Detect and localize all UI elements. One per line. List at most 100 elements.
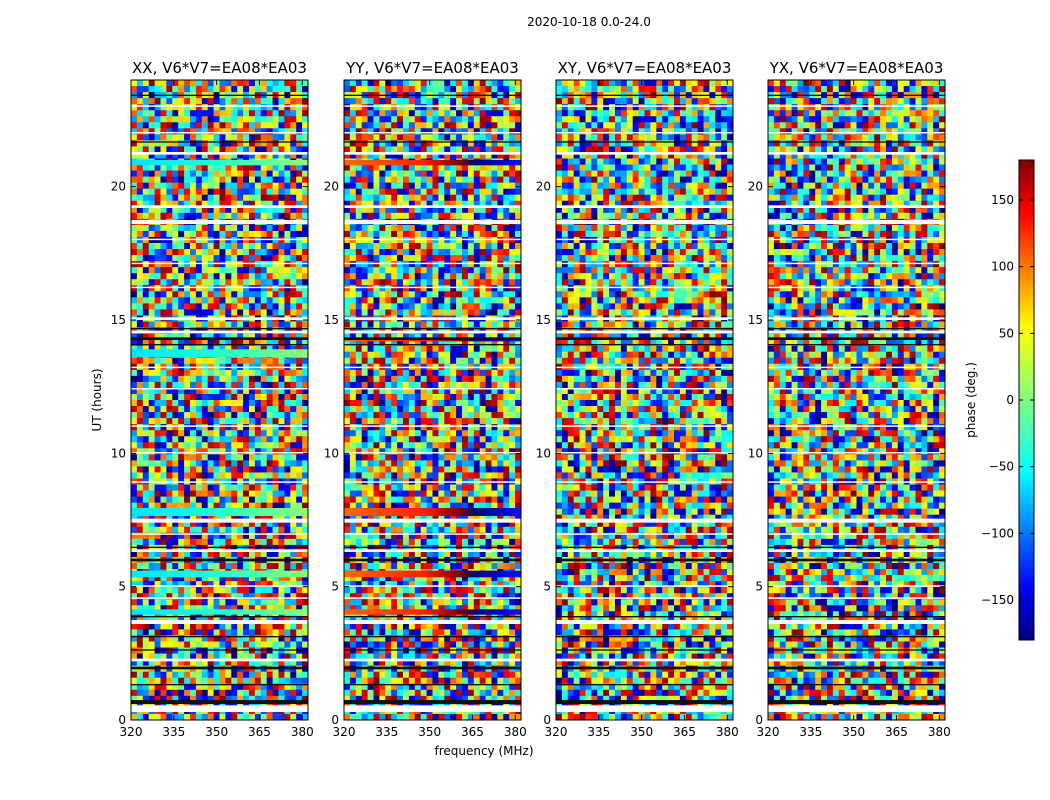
dark-row <box>344 558 521 562</box>
flagged-row <box>131 286 308 289</box>
flagged-row <box>344 388 521 390</box>
x-tick-label: 380 <box>504 725 527 739</box>
dark-row <box>768 666 945 670</box>
dark-row <box>556 636 733 638</box>
x-axis-label: frequency (MHz) <box>434 744 533 758</box>
flagged-row <box>556 481 733 483</box>
dark-row <box>768 684 945 686</box>
colorbar-tick-label: −150 <box>981 593 1014 607</box>
dark-row <box>131 94 308 96</box>
flagged-row <box>344 533 521 535</box>
dark-row <box>556 337 733 340</box>
colorbar-ticks: 150 100 50 0 −50 −100 −150 <box>981 193 1034 607</box>
dark-row <box>131 616 308 618</box>
dark-row <box>131 649 308 651</box>
flagged-row <box>556 286 733 289</box>
dark-row <box>768 616 945 618</box>
dark-row <box>768 636 945 638</box>
flagged-row <box>344 238 521 241</box>
dark-row <box>344 700 521 704</box>
y-tick-label: 5 <box>331 580 339 594</box>
flagged-row <box>344 658 521 662</box>
x-tick-label: 365 <box>248 725 271 739</box>
flagged-row <box>344 425 521 427</box>
flagged-row <box>768 330 945 334</box>
flagged-row <box>131 585 308 587</box>
flagged-row <box>344 366 521 369</box>
x-tick-label: 320 <box>757 725 780 739</box>
dark-row <box>768 328 945 330</box>
y-tick-label: 20 <box>536 180 551 194</box>
y-tick-label: 0 <box>755 713 763 727</box>
dark-row <box>556 344 733 346</box>
flagged-row <box>131 597 308 599</box>
dark-row <box>344 337 521 340</box>
dark-row <box>131 337 308 340</box>
phase-band <box>344 570 521 578</box>
flagged-row <box>556 518 733 523</box>
flagged-row <box>768 286 945 289</box>
x-tick-label: 350 <box>842 725 865 739</box>
dark-row <box>556 649 733 651</box>
y-tick-label: 10 <box>324 446 339 460</box>
flagged-row <box>131 388 308 390</box>
flagged-row <box>556 585 733 587</box>
panel-frame <box>130 79 309 721</box>
flagged-row <box>344 330 521 334</box>
panel-title: YX, V6*V7=EA08*EA03 <box>769 59 944 77</box>
flagged-row <box>344 481 521 483</box>
flagged-row <box>556 205 733 208</box>
dark-row <box>556 141 733 143</box>
y-tick-label: 20 <box>748 180 763 194</box>
dark-row <box>556 546 733 548</box>
flagged-row <box>556 658 733 662</box>
flagged-row <box>768 105 945 107</box>
y-tick-label: 20 <box>324 180 339 194</box>
dark-row <box>768 344 945 346</box>
dark-row <box>768 94 945 96</box>
flagged-row <box>131 205 308 208</box>
dark-row <box>556 666 733 670</box>
colorbar-tick-label: 150 <box>991 193 1014 207</box>
flagged-row <box>344 597 521 599</box>
flagged-row <box>344 205 521 208</box>
flagged-row <box>768 317 945 320</box>
y-tick-label: 15 <box>324 313 339 327</box>
dark-row <box>556 94 733 96</box>
colorbar-tick-label: 50 <box>999 326 1014 340</box>
dark-row <box>768 558 945 562</box>
flagged-row <box>768 152 945 155</box>
flagged-row <box>768 452 945 454</box>
dark-row <box>768 649 945 651</box>
flagged-row <box>131 220 308 224</box>
dark-row <box>344 666 521 670</box>
flagged-row <box>344 620 521 624</box>
flagged-row <box>556 105 733 107</box>
flagged-row <box>556 317 733 320</box>
dark-row <box>131 684 308 686</box>
x-tick-label: 350 <box>418 725 441 739</box>
flagged-row <box>556 549 733 552</box>
panels-group: XX, V6*V7=EA08*EA03 320 335 350 365 380 0 5 10 15… <box>111 59 951 739</box>
y-tick-label: 0 <box>118 713 126 727</box>
flagged-row <box>131 262 308 265</box>
y-axis-label: UT (hours) <box>90 368 104 431</box>
panel-4: YX, V6*V7=EA08*EA03 320 335 350 365 380 0 5 10 15… <box>748 59 951 739</box>
x-tick-label: 335 <box>162 725 185 739</box>
flagged-row <box>768 585 945 587</box>
panel-frame <box>343 79 522 721</box>
y-tick-label: 10 <box>748 446 763 460</box>
dark-row <box>344 616 521 618</box>
flagged-row <box>131 330 308 334</box>
phase-band <box>344 160 521 166</box>
flagged-row <box>556 366 733 369</box>
y-tick-label: 0 <box>543 713 551 727</box>
y-tick-label: 15 <box>748 313 763 327</box>
flagged-row <box>344 317 521 320</box>
flagged-row <box>131 518 308 523</box>
flagged-row <box>556 705 733 712</box>
flagged-row <box>131 452 308 454</box>
flagged-row <box>131 481 308 483</box>
flagged-row <box>556 330 733 334</box>
y-tick-label: 0 <box>331 713 339 727</box>
